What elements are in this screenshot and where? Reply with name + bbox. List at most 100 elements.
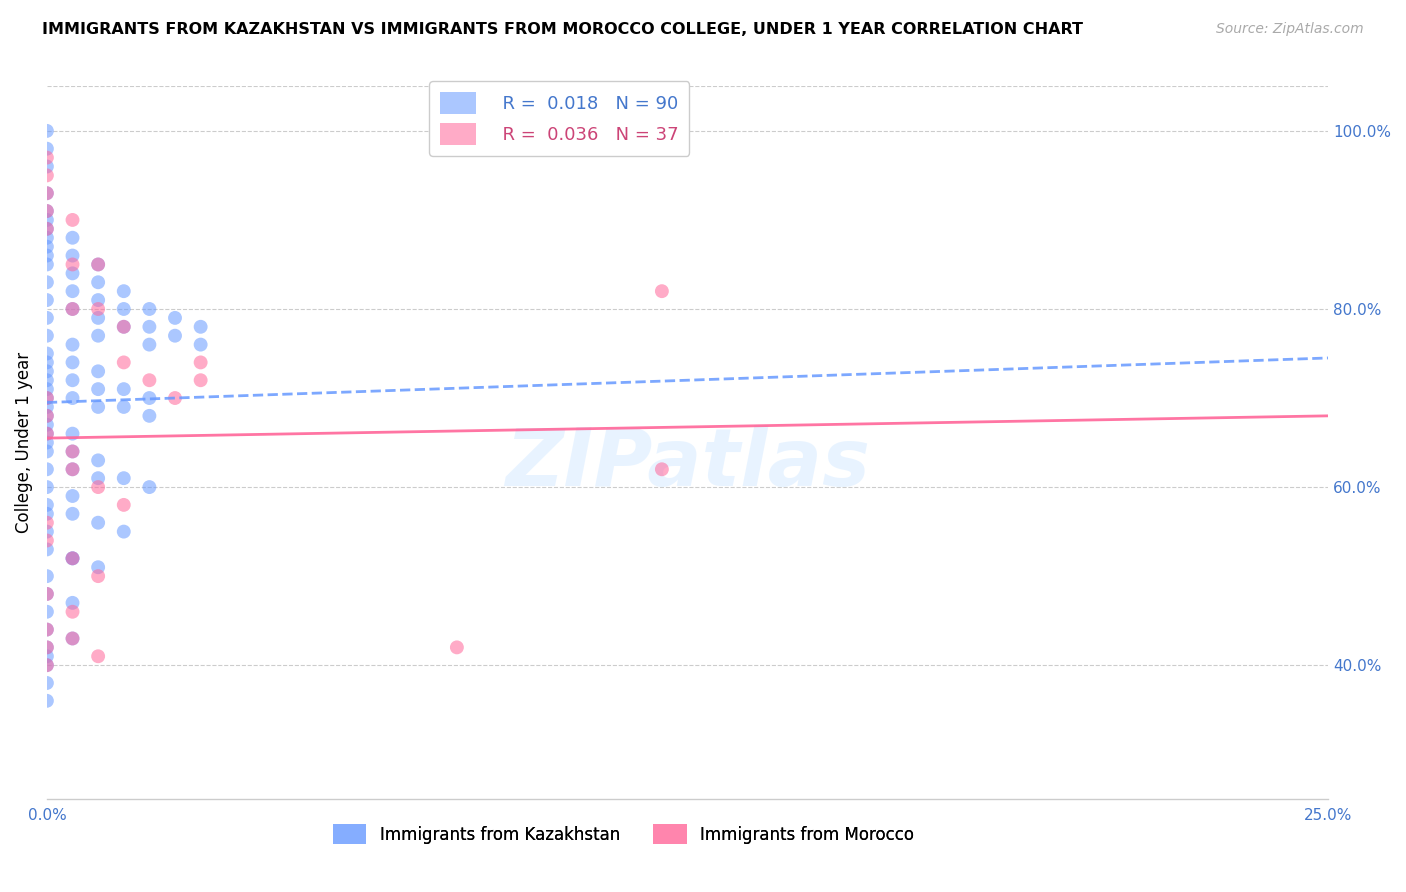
Point — [35, 373, 58, 387]
Point — [35, 507, 58, 521]
Point — [35, 213, 58, 227]
Point — [35, 364, 58, 378]
Point — [87, 275, 110, 289]
Point — [62, 551, 84, 566]
Point — [35, 151, 58, 165]
Point — [35, 391, 58, 405]
Point — [62, 248, 84, 262]
Point — [62, 462, 84, 476]
Point — [138, 301, 160, 316]
Point — [35, 257, 58, 271]
Point — [35, 328, 58, 343]
Point — [35, 382, 58, 396]
Point — [62, 605, 84, 619]
Point — [35, 435, 58, 450]
Point — [62, 551, 84, 566]
Point — [35, 640, 58, 655]
Point — [87, 310, 110, 325]
Point — [112, 319, 135, 334]
Point — [35, 240, 58, 254]
Point — [62, 391, 84, 405]
Point — [112, 382, 135, 396]
Point — [35, 623, 58, 637]
Point — [35, 391, 58, 405]
Point — [138, 319, 160, 334]
Y-axis label: College, Under 1 year: College, Under 1 year — [15, 352, 32, 533]
Point — [35, 658, 58, 673]
Point — [35, 355, 58, 369]
Point — [62, 489, 84, 503]
Point — [35, 516, 58, 530]
Point — [112, 355, 135, 369]
Text: IMMIGRANTS FROM KAZAKHSTAN VS IMMIGRANTS FROM MOROCCO COLLEGE, UNDER 1 YEAR CORR: IMMIGRANTS FROM KAZAKHSTAN VS IMMIGRANTS… — [42, 22, 1083, 37]
Point — [35, 222, 58, 236]
Point — [35, 569, 58, 583]
Point — [35, 640, 58, 655]
Point — [163, 310, 186, 325]
Point — [62, 266, 84, 280]
Point — [87, 257, 110, 271]
Point — [62, 301, 84, 316]
Point — [163, 391, 186, 405]
Point — [87, 301, 110, 316]
Point — [87, 453, 110, 467]
Point — [62, 284, 84, 298]
Point — [87, 382, 110, 396]
Point — [35, 426, 58, 441]
Point — [138, 409, 160, 423]
Point — [35, 444, 58, 458]
Point — [62, 213, 84, 227]
Legend: Immigrants from Kazakhstan, Immigrants from Morocco: Immigrants from Kazakhstan, Immigrants f… — [326, 817, 921, 851]
Point — [190, 373, 212, 387]
Point — [35, 542, 58, 557]
Point — [62, 426, 84, 441]
Point — [35, 222, 58, 236]
Point — [62, 231, 84, 245]
Point — [651, 462, 673, 476]
Point — [62, 596, 84, 610]
Point — [35, 124, 58, 138]
Point — [87, 328, 110, 343]
Point — [138, 391, 160, 405]
Point — [446, 640, 468, 655]
Text: Source: ZipAtlas.com: Source: ZipAtlas.com — [1216, 22, 1364, 37]
Point — [35, 169, 58, 183]
Point — [35, 275, 58, 289]
Point — [35, 649, 58, 664]
Point — [112, 301, 135, 316]
Point — [35, 480, 58, 494]
Point — [87, 364, 110, 378]
Point — [35, 498, 58, 512]
Point — [87, 560, 110, 574]
Point — [87, 569, 110, 583]
Point — [87, 471, 110, 485]
Point — [35, 293, 58, 307]
Point — [62, 444, 84, 458]
Point — [35, 400, 58, 414]
Point — [190, 319, 212, 334]
Point — [87, 293, 110, 307]
Point — [87, 480, 110, 494]
Point — [112, 498, 135, 512]
Point — [35, 346, 58, 360]
Point — [138, 337, 160, 351]
Point — [35, 426, 58, 441]
Point — [190, 355, 212, 369]
Point — [35, 204, 58, 219]
Point — [35, 694, 58, 708]
Point — [112, 400, 135, 414]
Point — [87, 649, 110, 664]
Point — [62, 462, 84, 476]
Point — [87, 400, 110, 414]
Point — [35, 248, 58, 262]
Point — [62, 257, 84, 271]
Point — [35, 605, 58, 619]
Point — [35, 409, 58, 423]
Point — [112, 524, 135, 539]
Point — [62, 337, 84, 351]
Point — [35, 310, 58, 325]
Point — [35, 160, 58, 174]
Point — [35, 204, 58, 219]
Point — [35, 142, 58, 156]
Point — [62, 373, 84, 387]
